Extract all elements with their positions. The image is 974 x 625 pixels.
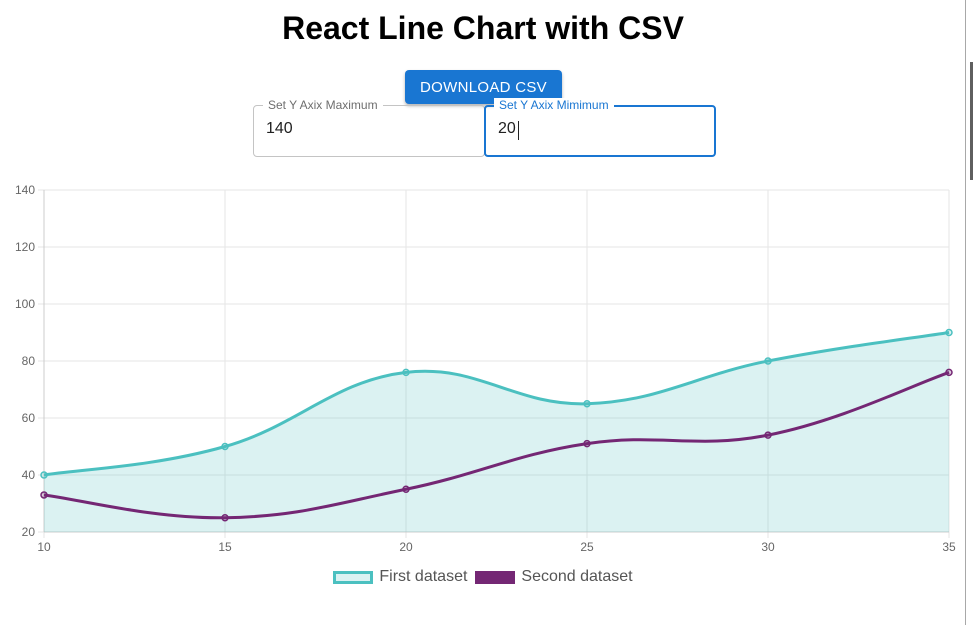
series-fills (44, 332, 949, 532)
x-tick-label: 35 (942, 540, 956, 554)
legend-item[interactable]: First dataset (333, 568, 467, 586)
x-tick-label: 20 (399, 540, 413, 554)
data-point (402, 368, 410, 377)
series-line-1 (43, 331, 950, 477)
y-tick-labels: 20 40 60 80 100 120 140 (15, 183, 35, 539)
data-point (764, 357, 772, 365)
chart-legend: First dataset Second dataset (0, 568, 966, 586)
data-point (221, 442, 229, 451)
grid-lines (38, 189, 950, 538)
data-point (40, 471, 48, 479)
data-point (945, 328, 953, 337)
y-max-input[interactable] (266, 120, 466, 138)
x-tick-label: 15 (218, 540, 232, 554)
data-point (402, 485, 410, 493)
x-tick-labels: 10 15 20 25 30 35 (37, 540, 956, 554)
x-tick-label: 10 (37, 540, 51, 554)
y-tick-label: 20 (22, 525, 36, 539)
y-tick-label: 100 (15, 297, 35, 311)
x-tick-label: 30 (761, 540, 775, 554)
data-point (221, 514, 229, 522)
y-tick-label: 140 (15, 183, 35, 197)
series-line-2 (43, 370, 950, 520)
data-point (583, 439, 591, 448)
window-edge (965, 0, 974, 625)
y-min-input[interactable] (498, 120, 698, 138)
y-tick-label: 80 (22, 354, 36, 368)
data-point (40, 491, 48, 499)
line-chart: 20 40 60 80 100 120 140 10 15 20 25 30 35 (15, 183, 956, 554)
y-min-field[interactable]: Set Y Axix Mimimum (484, 98, 716, 157)
text-cursor (518, 121, 519, 140)
data-point (945, 368, 953, 377)
legend-item[interactable]: Second dataset (475, 568, 633, 586)
x-tick-label: 25 (580, 540, 594, 554)
download-csv-button[interactable]: DOWNLOAD CSV (405, 70, 562, 104)
y-tick-label: 40 (22, 468, 36, 482)
legend-swatch (333, 571, 374, 584)
y-max-label: Set Y Axix Maximum (263, 98, 383, 112)
legend-label: First dataset (379, 568, 468, 585)
legend-label: Second dataset (521, 568, 633, 585)
page-title: React Line Chart with CSV (282, 10, 684, 46)
y-tick-label: 120 (15, 240, 35, 254)
scrollbar-thumb[interactable] (970, 62, 973, 180)
legend-swatch (475, 571, 516, 584)
series-points (40, 328, 953, 522)
y-min-label: Set Y Axix Mimimum (494, 98, 614, 112)
data-point (583, 400, 591, 408)
series-lines (43, 331, 950, 520)
y-tick-label: 60 (22, 411, 36, 425)
data-point (764, 431, 772, 439)
y-max-field[interactable]: Set Y Axix Maximum (253, 98, 485, 157)
series-fill-1 (44, 332, 949, 532)
